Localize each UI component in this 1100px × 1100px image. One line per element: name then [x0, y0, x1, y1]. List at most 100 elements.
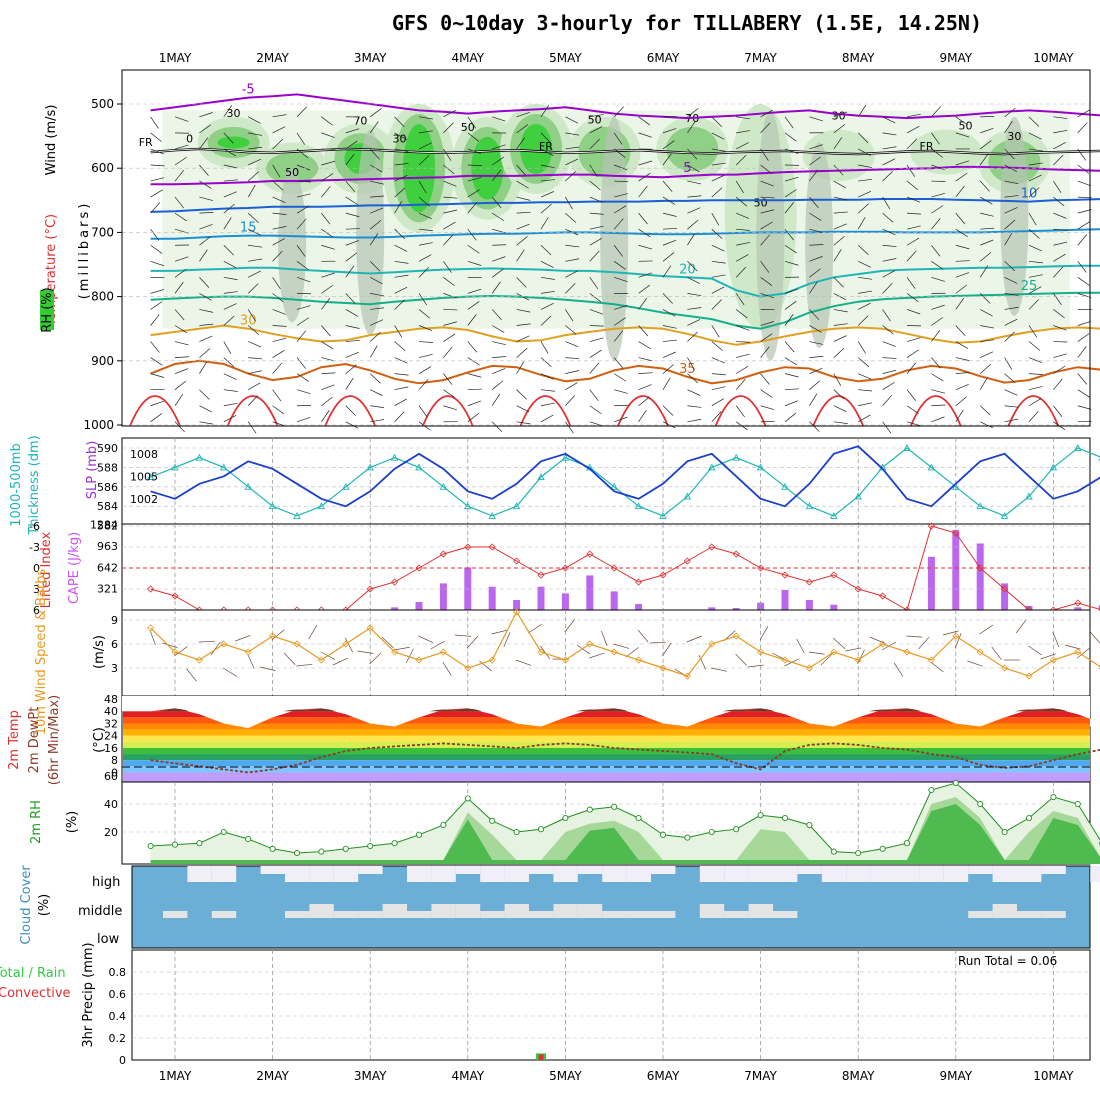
wind-barb — [174, 356, 189, 358]
surface-barb — [259, 666, 276, 671]
surface-barb — [650, 641, 667, 644]
wind-barb — [296, 148, 309, 159]
wind-barb — [687, 373, 699, 384]
wind-barb — [662, 309, 676, 317]
wind-barb — [321, 116, 333, 126]
rh2m-markers — [147, 779, 1100, 857]
isotherm-6 — [150, 324, 1100, 346]
wind-barb — [418, 242, 433, 246]
li-marker — [805, 578, 813, 586]
wind-barb — [614, 205, 627, 214]
wind-barb — [1004, 164, 1018, 172]
wind-barb — [199, 180, 212, 189]
wind-barb — [979, 252, 992, 262]
wind-barb — [247, 171, 259, 182]
wind-barb — [1028, 357, 1043, 364]
li-marker — [635, 578, 643, 586]
wind-barb — [418, 228, 433, 232]
wind-barb — [711, 212, 720, 226]
wind-barb — [1077, 180, 1092, 187]
wind-barb — [1028, 386, 1043, 391]
wind-barb — [979, 180, 990, 192]
cloud-gap-high — [968, 866, 993, 874]
wind-barb — [784, 202, 795, 214]
wind-barb — [223, 402, 238, 407]
wind-barb — [833, 164, 844, 176]
wind-barb — [565, 421, 574, 434]
li-marker — [488, 543, 496, 551]
wind-barb — [638, 357, 653, 362]
date-axis-top: 1MAY 2MAY 3MAY 4MAY 5MAY 6MAY 7MAY 8MAY 9MAY 10MA… — [159, 51, 1074, 65]
wind-barb — [321, 325, 331, 337]
li-marker — [391, 578, 399, 586]
upper-wind-barbs — [150, 104, 1092, 434]
wind-barb — [516, 249, 525, 262]
wind-barb — [223, 315, 235, 326]
wind-barb — [833, 293, 847, 301]
wind-barb — [711, 228, 723, 239]
wind-barb — [784, 244, 797, 254]
wind-barb — [199, 277, 210, 288]
wind-barb — [614, 305, 628, 310]
wind-barb — [1053, 365, 1066, 374]
wind-barb — [858, 302, 871, 310]
slp-tick-2: 1002 — [130, 493, 158, 506]
rh2m-marker — [952, 779, 959, 787]
wind-barb — [565, 341, 579, 348]
wind-barb — [735, 378, 746, 390]
wind-barb — [906, 125, 920, 134]
rh2m-marker — [464, 795, 471, 802]
wind-barb — [638, 185, 648, 198]
wind-barb — [687, 307, 702, 310]
wind-barb — [589, 237, 603, 246]
wind-barb — [174, 256, 189, 262]
li-marker — [1074, 599, 1082, 607]
wind-barb — [833, 421, 848, 424]
wind-barb — [443, 221, 456, 230]
wind-barb — [906, 362, 917, 374]
surface-barb — [991, 646, 1002, 660]
wind-marker — [879, 640, 887, 648]
surface-barb — [942, 630, 959, 636]
surface-barb — [430, 640, 445, 650]
wind-barb — [711, 341, 723, 351]
temp-tick-6: 0 — [111, 766, 118, 779]
li-marker — [781, 571, 789, 579]
wind-barb — [638, 325, 649, 337]
wind-barb — [296, 389, 311, 395]
wind-barb — [369, 345, 378, 358]
isotherm-5 — [150, 291, 1100, 330]
wind-barb — [687, 261, 698, 272]
wind-barb — [394, 244, 408, 252]
wind-barb — [687, 418, 702, 423]
precip-tick-2: 0.4 — [109, 1010, 127, 1023]
wind-barb — [638, 372, 653, 374]
wind-barb — [833, 235, 845, 246]
wind-barb — [809, 341, 824, 345]
cloud-gap-middle — [992, 904, 1017, 918]
wind-barb — [540, 315, 552, 326]
wind-barb — [492, 144, 506, 150]
thickness-marker — [317, 502, 326, 510]
cape-bar — [1074, 607, 1082, 610]
wind-barb — [1004, 306, 1019, 310]
thickness-marker — [561, 453, 570, 461]
wind-barb — [370, 319, 384, 326]
rh2m-marker — [733, 826, 740, 833]
cloud-gap-middle — [504, 904, 529, 918]
wind-barb — [248, 158, 262, 166]
surface-barb — [149, 629, 156, 646]
thickness-marker — [781, 482, 789, 490]
cape-bar — [1098, 605, 1100, 610]
wind-barb — [272, 421, 286, 427]
cloud-gap-middle — [577, 904, 603, 918]
wind-barb — [540, 414, 554, 423]
wind-barb — [711, 411, 722, 423]
surface-barb — [162, 642, 178, 649]
cloud-level-high: high — [92, 875, 120, 890]
cloud-panel: high middle low Cloud Cover (%) — [19, 865, 1100, 949]
wind-barb — [809, 421, 820, 432]
cloud-gap-middle — [1041, 911, 1066, 918]
cloud-gap-high — [431, 866, 456, 882]
wind-barb — [882, 258, 897, 262]
